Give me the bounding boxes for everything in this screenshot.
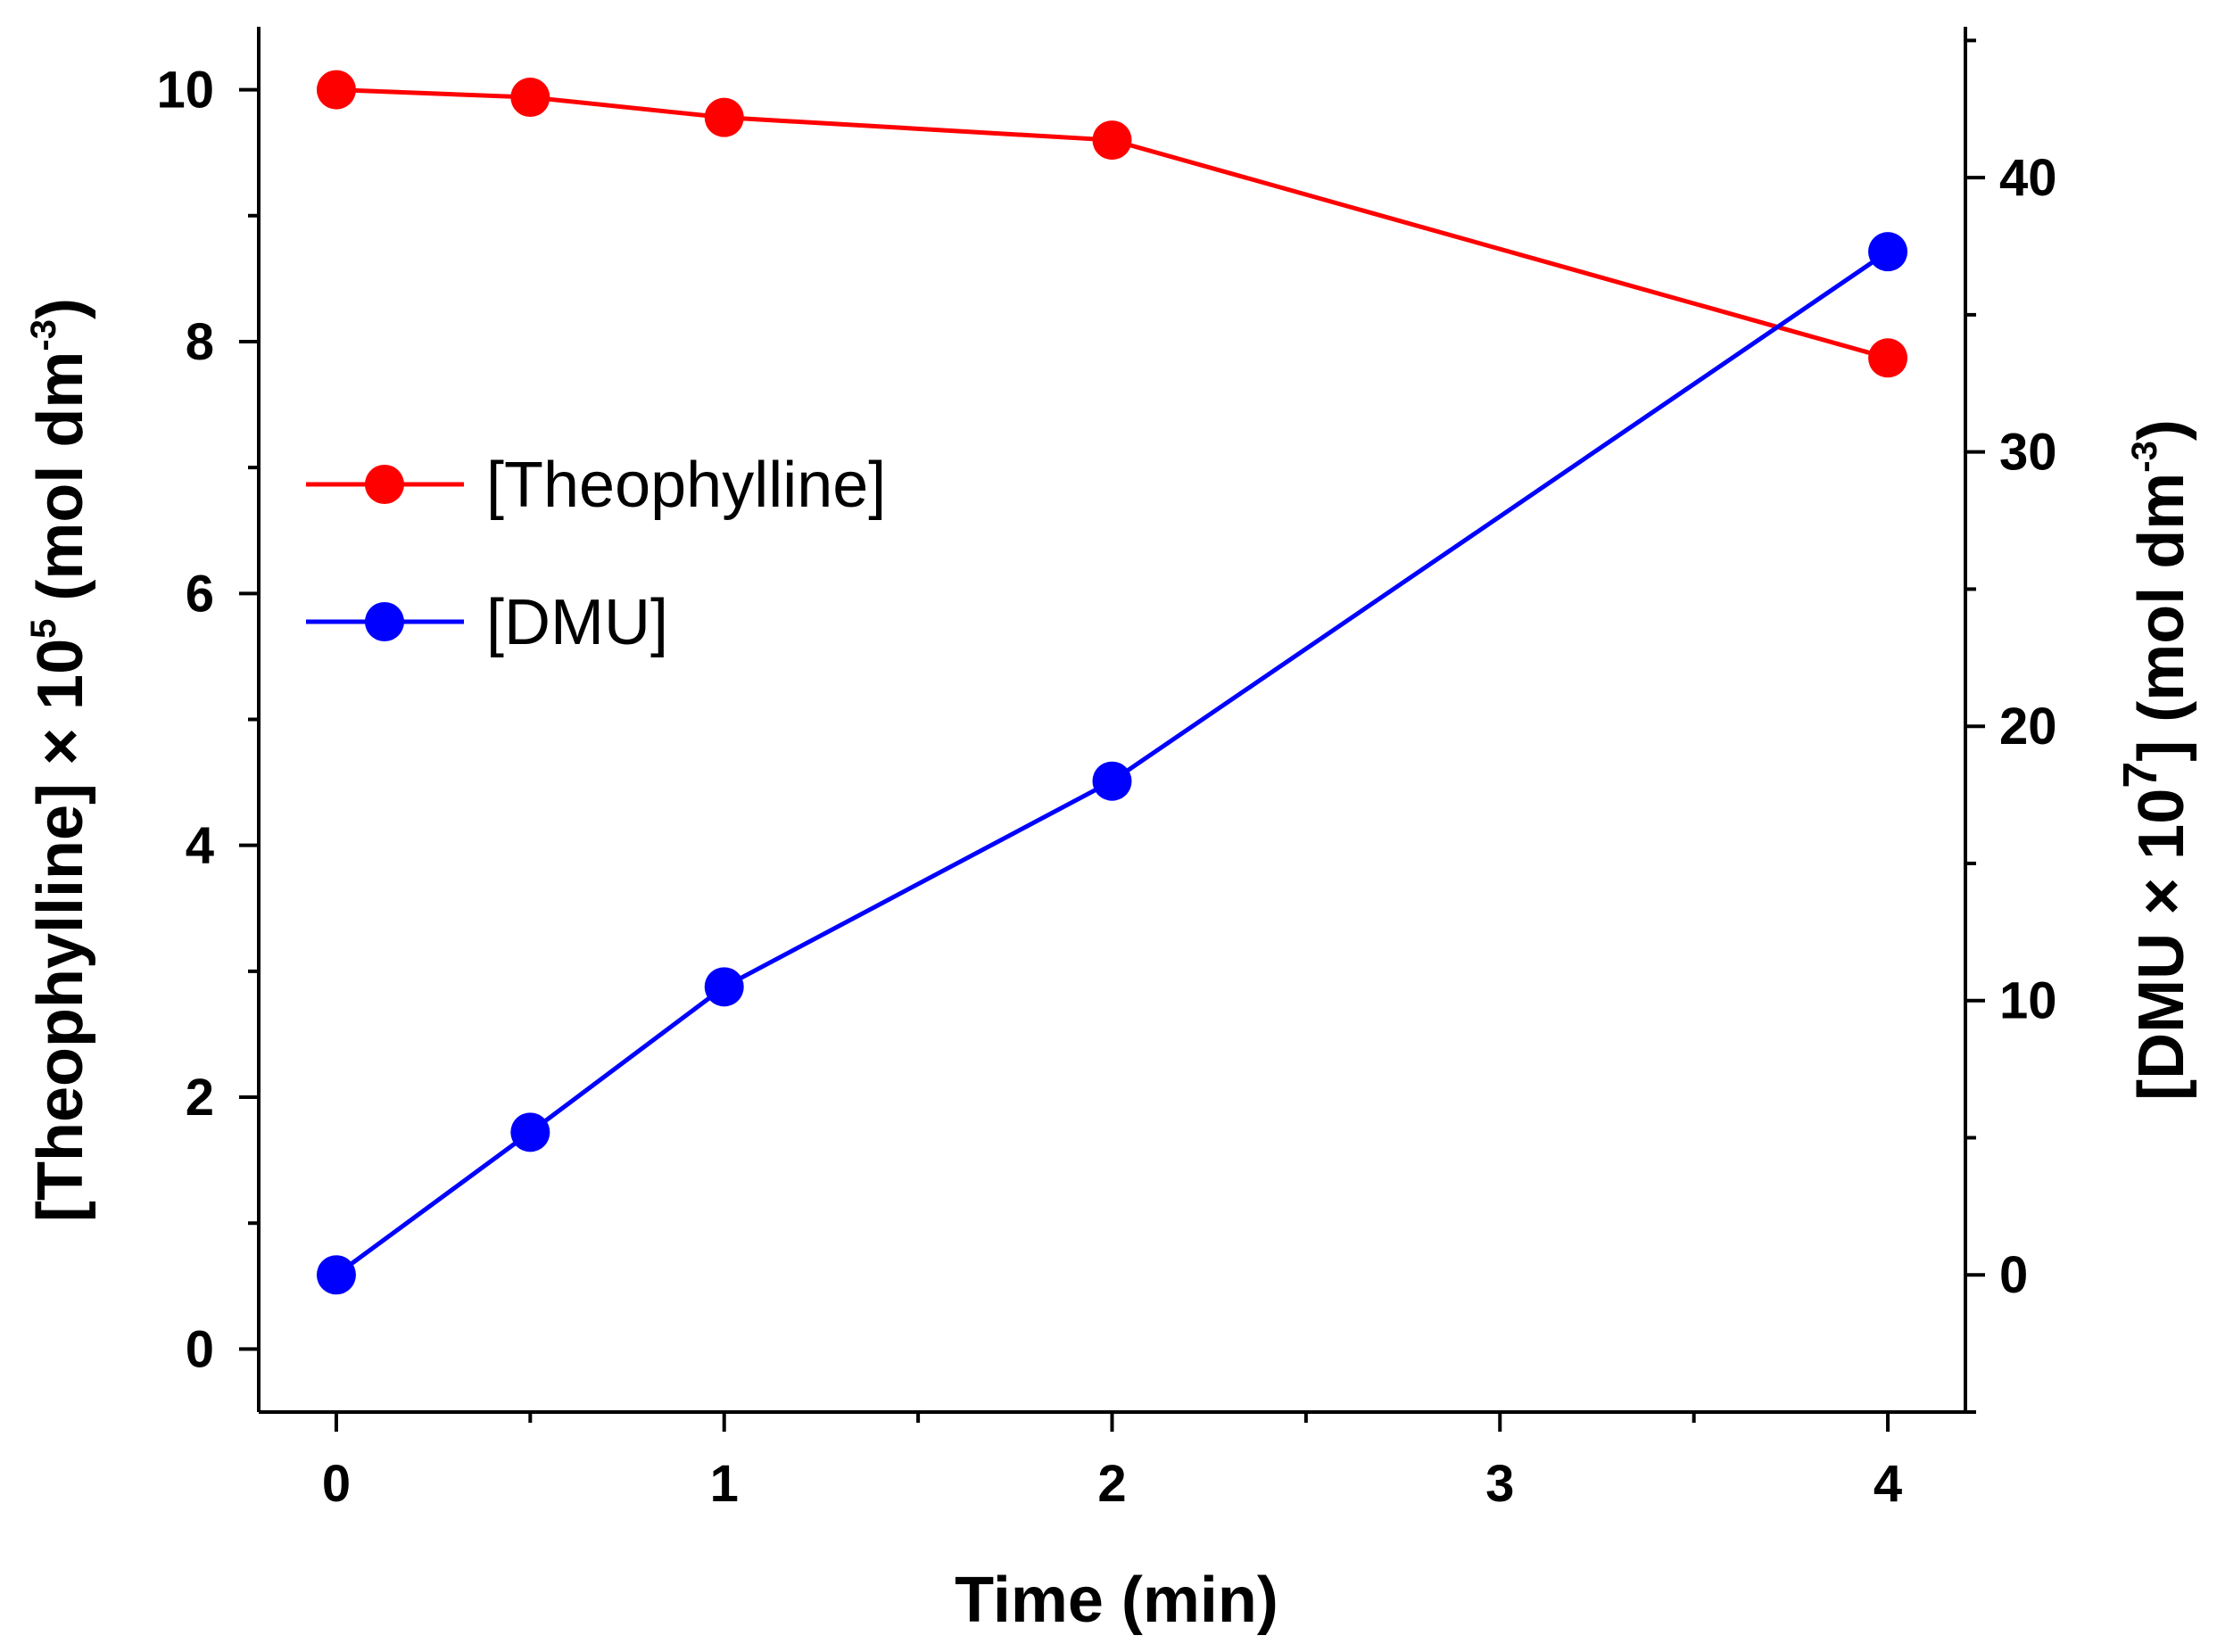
right-y-tick-label: 40: [1999, 149, 2057, 207]
right-y-tick-label: 30: [1999, 424, 2057, 482]
legend-marker-theophylline: [365, 465, 404, 504]
legend: [Theophylline] [DMU]: [306, 450, 886, 658]
data-point-dmu: [316, 1255, 356, 1295]
right-y-tick-label: 20: [1999, 698, 2057, 756]
x-tick-label: 3: [1485, 1455, 1514, 1513]
x-tick-label: 4: [1874, 1455, 1902, 1513]
legend-label-dmu: [DMU]: [486, 587, 668, 658]
left-y-tick-label: 10: [156, 62, 214, 120]
data-point-dmu: [704, 967, 744, 1007]
x-axis-title: Time (min): [955, 1565, 1278, 1636]
axis-titles: Time (min) [Theophylline] × 105 (mol dm-3…: [24, 298, 2197, 1636]
data-point-dmu: [510, 1112, 550, 1152]
left-y-tick-label: 2: [186, 1069, 214, 1127]
left-y-axis-title: [Theophylline] × 105 (mol dm-3): [24, 298, 96, 1222]
left-y-tick-label: 4: [186, 817, 214, 875]
right-y-axis-title: [DMU × 107] (mol dm-3): [2114, 419, 2197, 1101]
series-layer: [316, 70, 1908, 1295]
right-y-tick-label: 10: [1999, 972, 2057, 1030]
left-y-tick-label: 6: [186, 565, 214, 623]
data-point-theophylline: [510, 78, 550, 118]
x-tick-label: 2: [1097, 1455, 1126, 1513]
data-point-dmu: [1868, 232, 1908, 272]
left-y-tick-label: 8: [186, 313, 214, 371]
x-tick-label: 1: [710, 1455, 739, 1513]
legend-marker-dmu: [365, 602, 404, 641]
data-point-theophylline: [316, 70, 356, 110]
data-point-theophylline: [1868, 338, 1908, 378]
data-point-theophylline: [704, 97, 744, 137]
right-y-tick-label: 0: [1999, 1246, 2028, 1304]
legend-label-theophylline: [Theophylline]: [486, 450, 886, 521]
data-point-dmu: [1092, 761, 1132, 801]
left-y-tick-label: 0: [186, 1320, 214, 1378]
data-point-theophylline: [1092, 120, 1132, 161]
x-tick-label: 0: [322, 1455, 351, 1513]
